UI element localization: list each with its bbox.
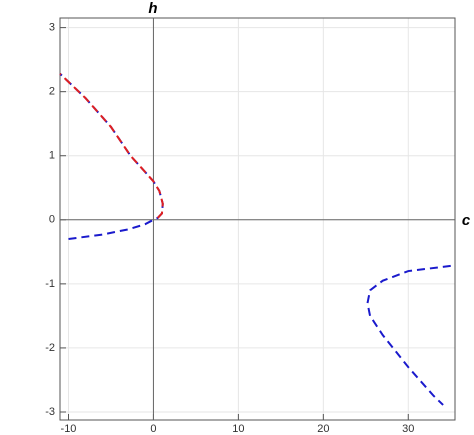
- y-tick-label: 2: [49, 86, 55, 98]
- y-tick-label: 1: [49, 150, 55, 162]
- y-tick-label: 3: [49, 22, 55, 34]
- x-tick-label: 0: [150, 423, 156, 435]
- x-tick-label: 20: [317, 423, 329, 435]
- y-tick-label: -1: [45, 278, 55, 290]
- plot-frame: [59, 17, 456, 421]
- y-tick-label: -2: [45, 342, 55, 354]
- y-axis-title: h: [148, 0, 157, 17]
- x-tick-label: -10: [61, 423, 77, 435]
- y-tick-label: 0: [49, 214, 55, 226]
- curve: [59, 73, 164, 219]
- y-tick-label: -3: [45, 406, 55, 418]
- curve: [59, 73, 164, 241]
- x-tick-label: 10: [232, 423, 244, 435]
- curve: [366, 264, 451, 406]
- x-tick-label: 30: [402, 423, 414, 435]
- x-axis-title: c: [462, 212, 471, 229]
